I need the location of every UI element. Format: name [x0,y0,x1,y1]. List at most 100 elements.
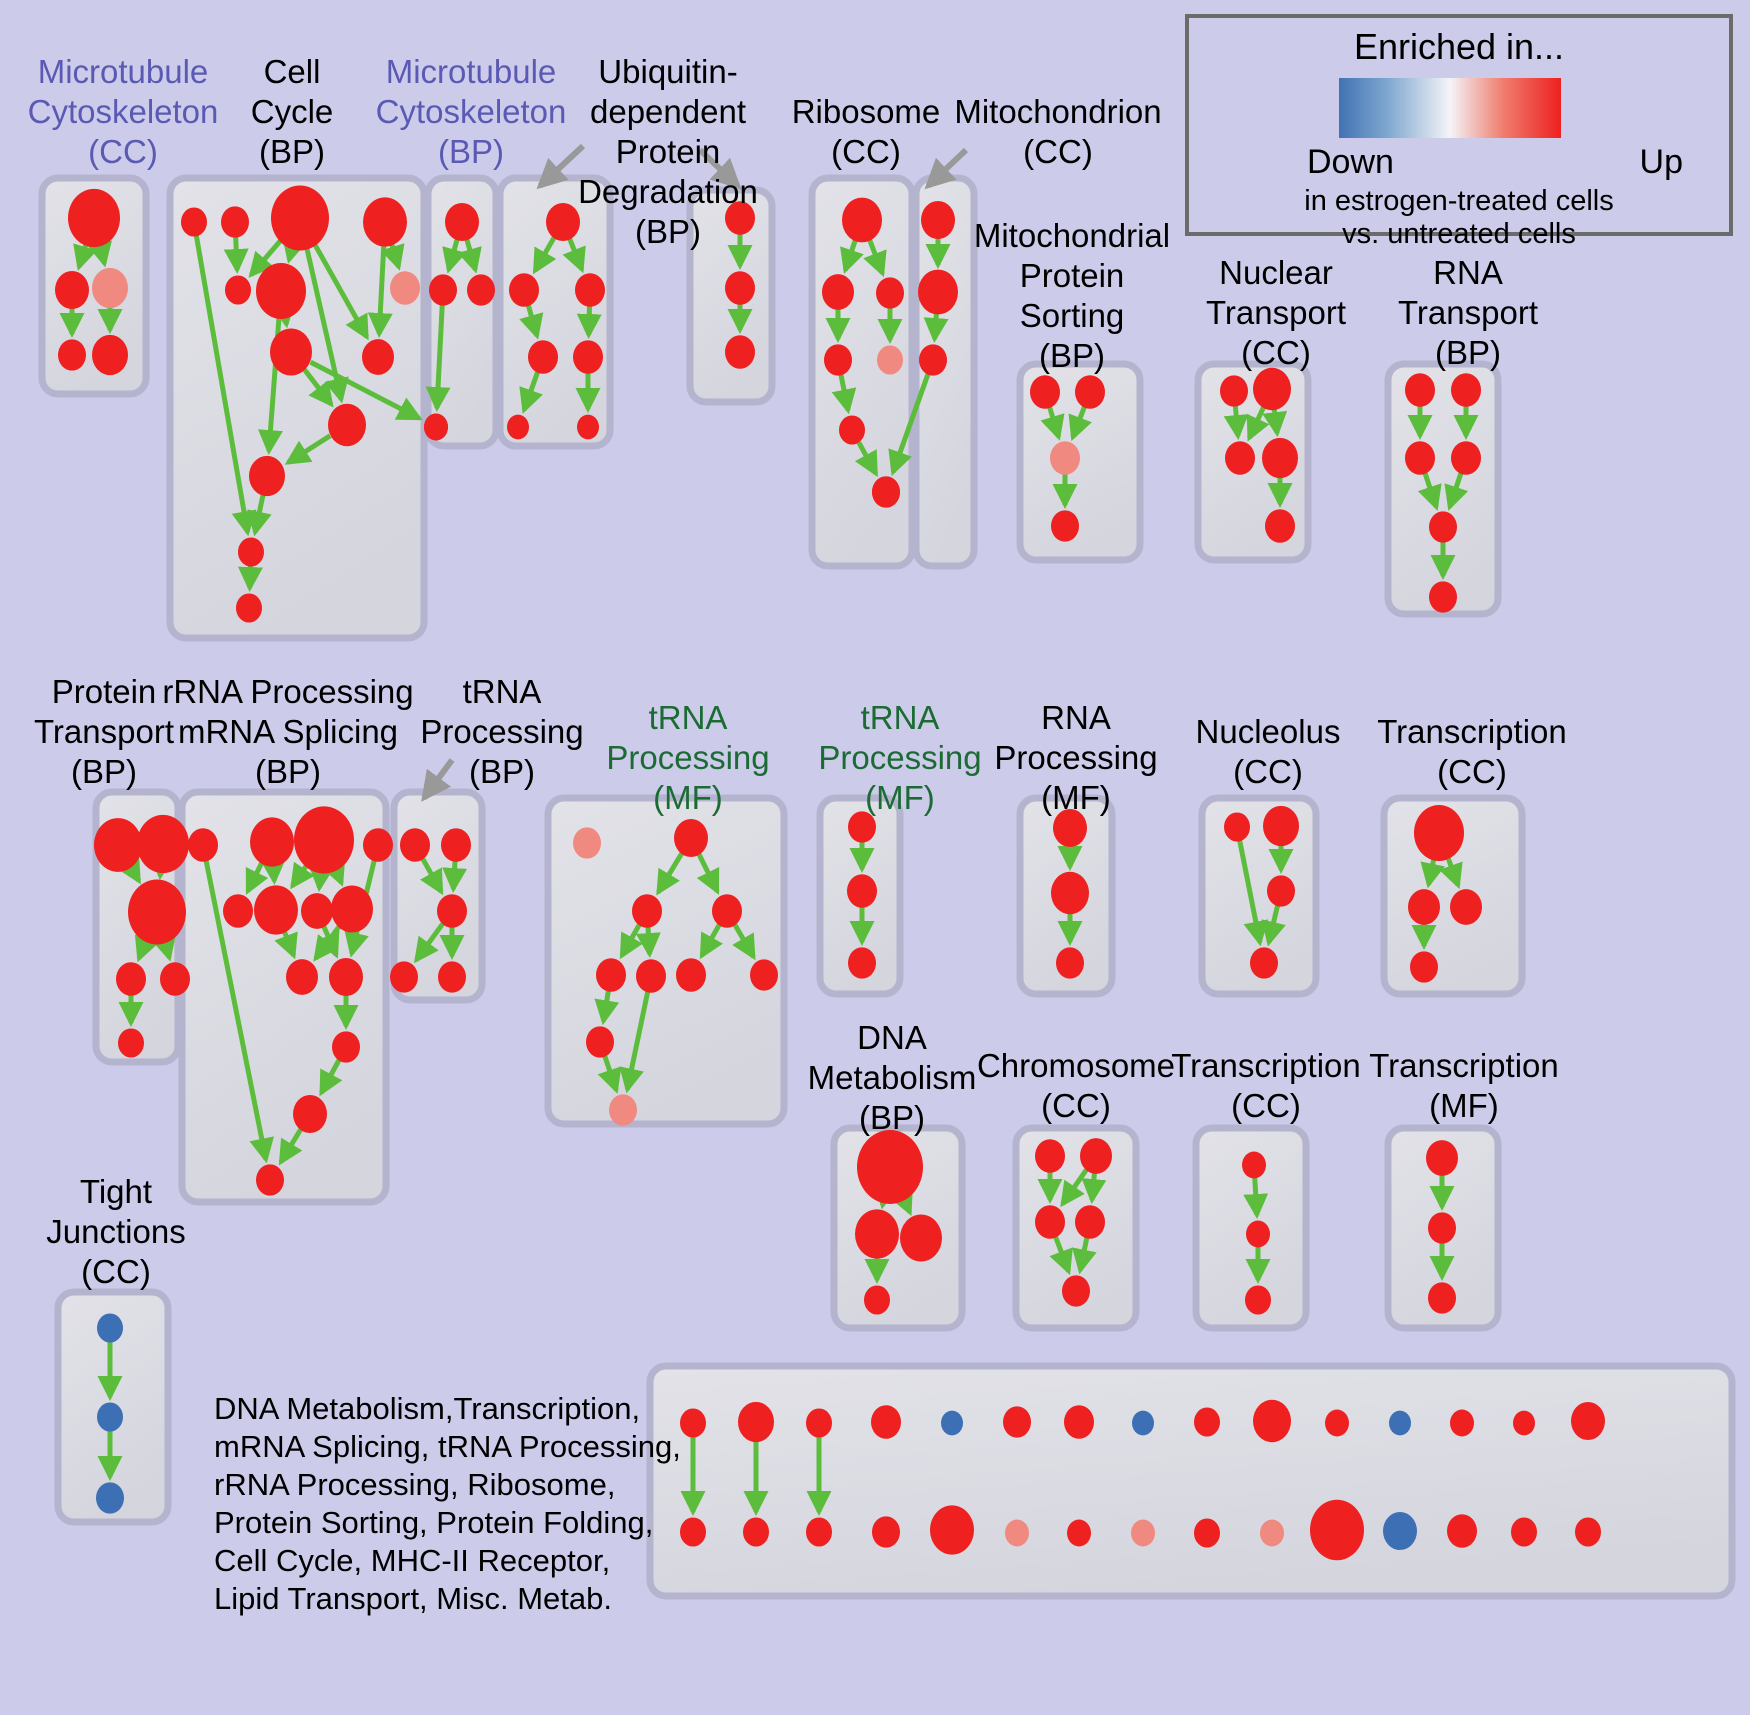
network-node[interactable] [1250,947,1278,979]
network-node[interactable] [1451,373,1481,407]
network-node[interactable] [674,818,708,858]
network-node[interactable] [507,414,529,440]
network-node[interactable] [256,1164,284,1196]
network-node[interactable] [68,188,120,248]
network-node[interactable] [223,894,253,928]
network-node[interactable] [1428,1212,1456,1244]
network-node[interactable] [573,827,601,859]
network-node[interactable] [609,1094,637,1126]
network-node[interactable] [137,814,189,874]
network-node[interactable] [930,1505,974,1555]
network-node[interactable] [92,267,128,309]
network-node[interactable] [725,201,755,235]
network-node[interactable] [400,828,430,862]
network-node[interactable] [1003,1406,1031,1438]
network-node[interactable] [128,879,186,945]
network-node[interactable] [1050,441,1080,475]
network-node[interactable] [1267,875,1295,907]
network-node[interactable] [1263,805,1299,847]
network-node[interactable] [256,263,306,319]
network-node[interactable] [680,1517,706,1547]
network-node[interactable] [864,1285,890,1315]
network-node[interactable] [575,273,605,307]
network-node[interactable] [900,1214,942,1262]
network-node[interactable] [1245,1285,1271,1315]
network-node[interactable] [596,958,626,992]
network-node[interactable] [329,957,363,997]
network-node[interactable] [58,339,86,371]
network-node[interactable] [181,207,207,237]
network-node[interactable] [160,962,190,996]
network-node[interactable] [1051,871,1089,915]
network-node[interactable] [872,1516,900,1548]
network-node[interactable] [806,1517,832,1547]
network-node[interactable] [842,197,882,243]
network-node[interactable] [1005,1519,1029,1547]
network-node[interactable] [118,1028,144,1058]
network-node[interactable] [1405,441,1435,475]
network-node[interactable] [271,185,329,251]
network-node[interactable] [1051,510,1079,542]
network-node[interactable] [1451,441,1481,475]
network-node[interactable] [1225,441,1255,475]
network-node[interactable] [1194,1407,1220,1437]
network-node[interactable] [301,893,333,929]
network-node[interactable] [546,202,580,242]
network-node[interactable] [847,874,877,908]
network-node[interactable] [680,1408,706,1438]
network-node[interactable] [586,1026,614,1058]
network-node[interactable] [848,811,876,843]
network-node[interactable] [1389,1410,1411,1436]
network-node[interactable] [363,828,393,862]
network-node[interactable] [254,885,298,935]
network-node[interactable] [1414,805,1464,861]
network-node[interactable] [857,1130,923,1204]
network-node[interactable] [1253,367,1291,411]
network-node[interactable] [921,200,955,240]
network-node[interactable] [848,947,876,979]
network-node[interactable] [286,959,318,995]
network-node[interactable] [1056,947,1084,979]
network-node[interactable] [331,885,373,933]
network-node[interactable] [1511,1517,1537,1547]
network-node[interactable] [1053,808,1087,848]
network-node[interactable] [362,339,394,375]
network-node[interactable] [577,414,599,440]
network-node[interactable] [918,269,958,315]
network-node[interactable] [872,476,900,508]
network-node[interactable] [725,271,755,305]
network-node[interactable] [328,403,366,447]
network-node[interactable] [1325,1409,1349,1437]
network-node[interactable] [1262,437,1298,479]
network-node[interactable] [188,828,218,862]
network-node[interactable] [1035,1139,1065,1173]
network-node[interactable] [1080,1138,1112,1174]
network-node[interactable] [429,274,457,306]
network-node[interactable] [390,271,420,305]
network-node[interactable] [97,1402,123,1432]
network-node[interactable] [1405,373,1435,407]
network-node[interactable] [855,1209,899,1259]
network-node[interactable] [876,277,904,309]
network-node[interactable] [1429,581,1457,613]
network-node[interactable] [249,455,285,497]
network-node[interactable] [1220,375,1248,407]
network-node[interactable] [509,273,539,307]
network-node[interactable] [1265,509,1295,543]
network-node[interactable] [743,1517,769,1547]
network-node[interactable] [877,345,903,375]
network-node[interactable] [294,806,354,874]
network-node[interactable] [636,959,666,993]
network-node[interactable] [1410,951,1438,983]
network-node[interactable] [96,1482,124,1514]
network-node[interactable] [822,274,854,310]
network-node[interactable] [1064,1405,1094,1439]
network-node[interactable] [676,958,706,992]
network-node[interactable] [97,1313,123,1343]
network-node[interactable] [1067,1519,1091,1547]
network-node[interactable] [1224,812,1250,842]
network-node[interactable] [1035,1205,1065,1239]
network-node[interactable] [94,818,142,872]
network-node[interactable] [437,894,467,928]
network-node[interactable] [1575,1517,1601,1547]
